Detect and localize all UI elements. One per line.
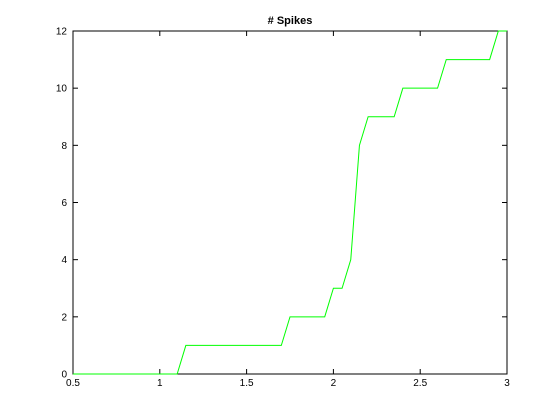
- spike-count-line: [73, 30, 507, 375]
- x-tick-label: 2.5: [413, 378, 427, 389]
- series-layer: [73, 30, 507, 375]
- y-tick-label: 10: [56, 84, 68, 95]
- plot-area: [72, 30, 508, 375]
- axis-ticks: 0.5 1 1.5 2 2.5 3 0 2 4 6 8 10 12: [56, 27, 510, 390]
- y-tick-label: 2: [61, 312, 67, 323]
- x-tick-label: 3: [504, 378, 510, 389]
- y-tick-label: 12: [56, 27, 68, 38]
- y-tick-label: 4: [61, 255, 67, 266]
- y-tick-label: 8: [61, 141, 67, 152]
- chart-title: # Spikes: [268, 15, 313, 27]
- x-tick-label: 1: [157, 378, 163, 389]
- x-tick-label: 2: [331, 378, 337, 389]
- x-tick-label: 0.5: [66, 378, 80, 389]
- x-tick-label: 1.5: [240, 378, 254, 389]
- y-tick-label: 6: [61, 198, 67, 209]
- y-tick-label: 0: [61, 370, 67, 381]
